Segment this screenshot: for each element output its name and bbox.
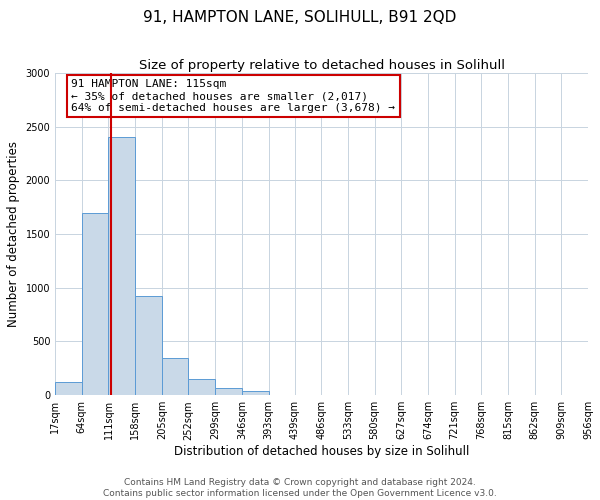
Bar	[82, 212, 109, 395]
Title: Size of property relative to detached houses in Solihull: Size of property relative to detached ho…	[139, 59, 505, 72]
Bar	[135, 296, 162, 395]
Bar	[109, 138, 135, 395]
Bar	[188, 379, 215, 395]
Text: Contains HM Land Registry data © Crown copyright and database right 2024.
Contai: Contains HM Land Registry data © Crown c…	[103, 478, 497, 498]
Bar	[55, 382, 82, 395]
Bar	[242, 391, 269, 395]
Bar	[162, 358, 188, 395]
Bar	[215, 388, 242, 395]
X-axis label: Distribution of detached houses by size in Solihull: Distribution of detached houses by size …	[174, 445, 469, 458]
Text: 91, HAMPTON LANE, SOLIHULL, B91 2QD: 91, HAMPTON LANE, SOLIHULL, B91 2QD	[143, 10, 457, 25]
Text: 91 HAMPTON LANE: 115sqm
← 35% of detached houses are smaller (2,017)
64% of semi: 91 HAMPTON LANE: 115sqm ← 35% of detache…	[71, 80, 395, 112]
Y-axis label: Number of detached properties: Number of detached properties	[7, 141, 20, 327]
